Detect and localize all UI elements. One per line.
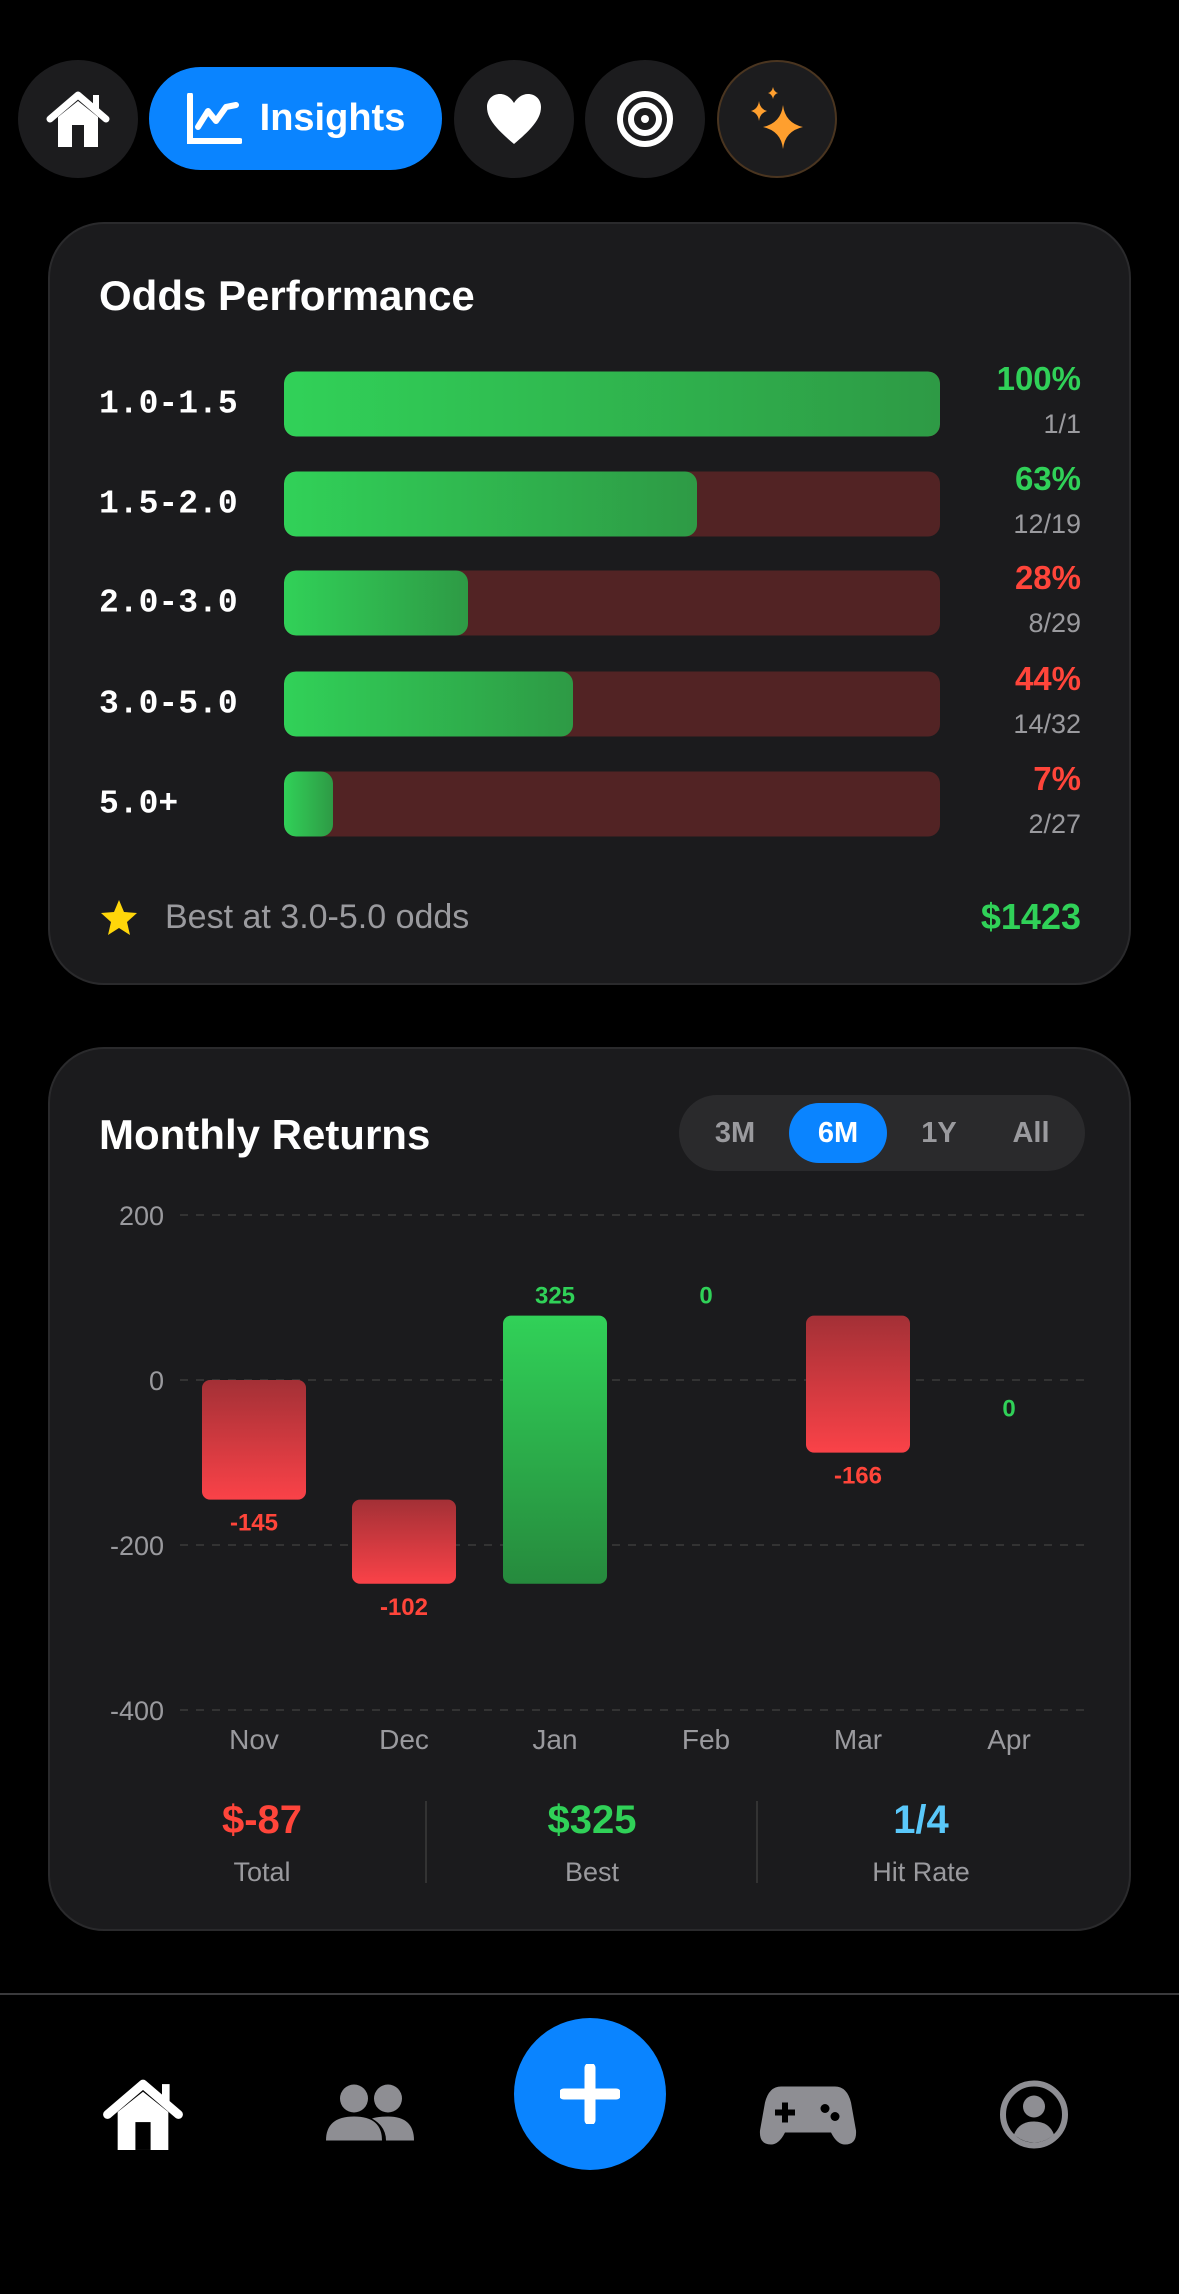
range-6m[interactable]: 6M <box>789 1103 887 1163</box>
odds-win-count: 1/1 <box>1043 409 1081 439</box>
odds-win-rate-bar <box>284 771 940 837</box>
x-tick-label: Feb <box>682 1724 730 1755</box>
star-icon <box>101 900 137 935</box>
odds-win-count: 14/32 <box>1013 709 1081 739</box>
bar-value-label: -102 <box>380 1594 428 1621</box>
plus-icon <box>560 2064 620 2124</box>
odds-range-label: 1.0-1.5 <box>99 385 238 423</box>
stat-total-value: $-87 <box>221 1798 303 1842</box>
monthly-returns-chart: 200 0 -200 -400 -145 Nov -102 Dec 325 Jan 0 Feb -166… <box>110 1201 1085 1755</box>
top-nav-ai-button[interactable] <box>717 60 837 178</box>
odds-win-count: 2/27 <box>1028 809 1081 839</box>
range-1y[interactable]: 1Y <box>921 1117 957 1149</box>
odds-performance-title: Odds Performance <box>99 272 475 319</box>
y-tick-label: -400 <box>110 1696 164 1726</box>
add-button[interactable] <box>514 2018 666 2170</box>
gamepad-icon <box>759 2086 857 2145</box>
odds-win-count: 8/29 <box>1028 608 1081 638</box>
odds-win-rate-fill <box>284 471 698 537</box>
people-icon <box>326 2084 414 2141</box>
x-tick-label: Apr <box>987 1724 1031 1755</box>
bottom-nav-profile[interactable] <box>999 2080 1069 2155</box>
home-icon <box>46 91 110 147</box>
monthly-returns-card: Monthly Returns 3M 6M 1Y All 200 0 -200 -40… <box>48 1047 1131 1931</box>
heart-icon <box>487 94 541 144</box>
y-tick-label: -200 <box>110 1531 164 1561</box>
best-odds-amount: $1423 <box>980 896 1081 937</box>
stat-divider <box>756 1801 758 1883</box>
stat-divider <box>425 1801 427 1883</box>
x-tick-label: Mar <box>834 1724 882 1755</box>
sparkles-icon <box>751 87 803 149</box>
stat-total-label: Total <box>233 1857 291 1887</box>
odds-range-label: 2.0-3.0 <box>99 584 238 622</box>
bottom-nav-home[interactable] <box>101 2077 185 2158</box>
range-all[interactable]: All <box>1012 1117 1050 1149</box>
odds-range-label: 5.0+ <box>99 785 179 823</box>
range-selector: 3M 6M 1Y All <box>679 1095 1085 1171</box>
bottom-nav-games[interactable] <box>759 2083 857 2152</box>
odds-win-pct: 100% <box>996 360 1081 397</box>
bar-value-label: -145 <box>230 1510 278 1537</box>
stat-hit-rate: 1/4 Hit Rate <box>771 1798 1071 1888</box>
odds-performance-card: Odds Performance 1.0-1.5 100% 1/1 1.5-2.0… <box>48 222 1131 985</box>
stat-best-label: Best <box>564 1857 620 1887</box>
bar-mar <box>806 1315 910 1453</box>
profile-icon <box>1000 2080 1068 2149</box>
x-tick-label: Dec <box>379 1724 429 1755</box>
top-nav-favorites-button[interactable] <box>454 60 574 178</box>
bar-jan <box>503 1315 607 1584</box>
stat-total: $-87 Total <box>112 1798 412 1888</box>
bar-dec <box>352 1499 456 1584</box>
x-tick-label: Nov <box>229 1724 279 1755</box>
x-tick-label: Jan <box>532 1724 577 1755</box>
chart-line-icon <box>186 92 242 144</box>
bar-value-label: -166 <box>834 1463 882 1490</box>
odds-win-pct: 7% <box>1033 760 1081 797</box>
odds-win-rate-bar <box>284 671 940 737</box>
home-icon <box>103 2079 183 2150</box>
bar-value-label: 0 <box>699 1283 712 1310</box>
range-3m[interactable]: 3M <box>714 1117 756 1149</box>
bar-value-label: 325 <box>535 1283 575 1310</box>
odds-win-rate-fill <box>284 371 940 437</box>
odds-range-label: 3.0-5.0 <box>99 685 238 723</box>
stat-hit-rate-label: Hit Rate <box>872 1857 970 1887</box>
odds-win-count: 12/19 <box>1013 509 1081 539</box>
odds-win-rate-bar <box>284 471 940 537</box>
odds-win-rate-bar <box>284 371 940 437</box>
stat-best-value: $325 <box>547 1798 637 1842</box>
odds-win-pct: 44% <box>1014 660 1081 697</box>
best-odds-text: Best at 3.0-5.0 odds <box>165 898 470 936</box>
stat-hit-rate-value: 1/4 <box>893 1798 949 1842</box>
insights-label: Insights <box>259 97 406 139</box>
bottom-nav-friends[interactable] <box>324 2083 416 2148</box>
odds-win-rate-fill <box>284 570 468 636</box>
odds-range-label: 1.5-2.0 <box>99 485 238 523</box>
odds-win-rate-bar <box>284 570 940 636</box>
y-tick-label: 0 <box>149 1366 164 1396</box>
target-icon <box>617 91 673 147</box>
top-nav-insights-button[interactable]: Insights <box>149 67 442 170</box>
odds-win-rate-fill <box>284 771 334 837</box>
bar-value-label: 0 <box>1002 1395 1015 1422</box>
top-nav-home-button[interactable] <box>18 60 138 178</box>
odds-win-pct: 63% <box>1014 460 1081 497</box>
odds-win-rate-fill <box>284 671 573 737</box>
monthly-returns-title: Monthly Returns <box>99 1111 431 1158</box>
stat-best: $325 Best <box>442 1798 742 1888</box>
bar-nov <box>202 1380 306 1500</box>
y-tick-label: 200 <box>119 1201 164 1231</box>
top-nav-goals-button[interactable] <box>585 60 705 178</box>
bottom-nav-divider <box>0 1993 1179 1995</box>
odds-win-pct: 28% <box>1014 559 1081 596</box>
